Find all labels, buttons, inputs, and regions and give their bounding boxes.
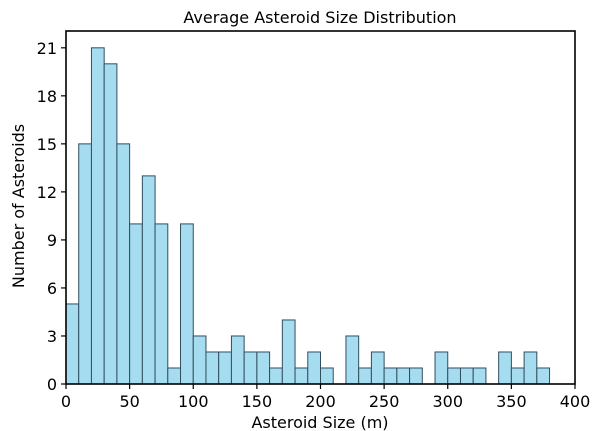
histogram-bar (103, 63, 118, 385)
y-tick-label: 9 (47, 231, 57, 250)
y-tick-label: 21 (37, 39, 57, 58)
x-tick-label: 300 (432, 392, 463, 411)
histogram-bar (358, 367, 372, 385)
histogram-bar (180, 223, 194, 385)
x-axis: 0 50 100 150 200 250 300 350 400 (61, 384, 590, 411)
chart-title: Average Asteroid Size Distribution (183, 8, 456, 27)
histogram-bar (116, 143, 131, 385)
histogram-bar (409, 367, 423, 385)
histogram-bar (447, 367, 461, 385)
histogram-bar (78, 143, 92, 385)
y-tick-label: 15 (37, 135, 57, 154)
x-tick-label: 200 (305, 392, 336, 411)
x-tick-label: 100 (178, 392, 209, 411)
histogram-bar (90, 47, 105, 385)
x-tick-label: 400 (560, 392, 591, 411)
histogram-bar (345, 335, 360, 385)
histogram-bar (167, 367, 182, 385)
histogram-bar (523, 351, 538, 385)
histogram-bar (510, 367, 525, 385)
histogram-bar (383, 367, 398, 385)
y-tick-label: 3 (47, 327, 57, 346)
x-tick-label: 0 (61, 392, 71, 411)
x-axis-title: Asteroid Size (m) (251, 413, 388, 431)
x-tick-label: 250 (369, 392, 400, 411)
histogram-bar (536, 367, 551, 385)
histogram-bar (218, 351, 232, 385)
y-tick-label: 12 (37, 183, 57, 202)
histogram-bar (320, 367, 334, 385)
y-tick-label: 0 (47, 375, 57, 394)
histogram-bar (129, 223, 143, 385)
y-axis-title: Number of Asteroids (9, 124, 28, 288)
histogram-bar (459, 367, 474, 385)
histogram-bar (154, 223, 169, 385)
histogram-bar (396, 367, 411, 385)
bars-group (65, 47, 551, 385)
histogram-bar (205, 351, 220, 385)
histogram-bar (370, 351, 385, 385)
histogram-bar (307, 351, 321, 385)
histogram-bar (192, 335, 207, 385)
y-axis: 0 3 6 9 12 15 18 21 (37, 39, 66, 394)
x-tick-label: 350 (496, 392, 527, 411)
y-tick-label: 18 (37, 87, 57, 106)
histogram-bar (256, 351, 271, 385)
histogram-bar (141, 175, 156, 385)
histogram-bar (294, 367, 309, 385)
histogram-bar (269, 367, 283, 385)
histogram-bar (498, 351, 512, 385)
histogram-bar (243, 351, 258, 385)
histogram-bar (472, 367, 487, 385)
histogram-bar (65, 303, 80, 385)
histogram-bar (434, 351, 449, 385)
y-tick-label: 6 (47, 279, 57, 298)
histogram-bar (281, 319, 296, 385)
x-tick-label: 50 (119, 392, 139, 411)
histogram-bar (230, 335, 245, 385)
x-tick-label: 150 (242, 392, 273, 411)
